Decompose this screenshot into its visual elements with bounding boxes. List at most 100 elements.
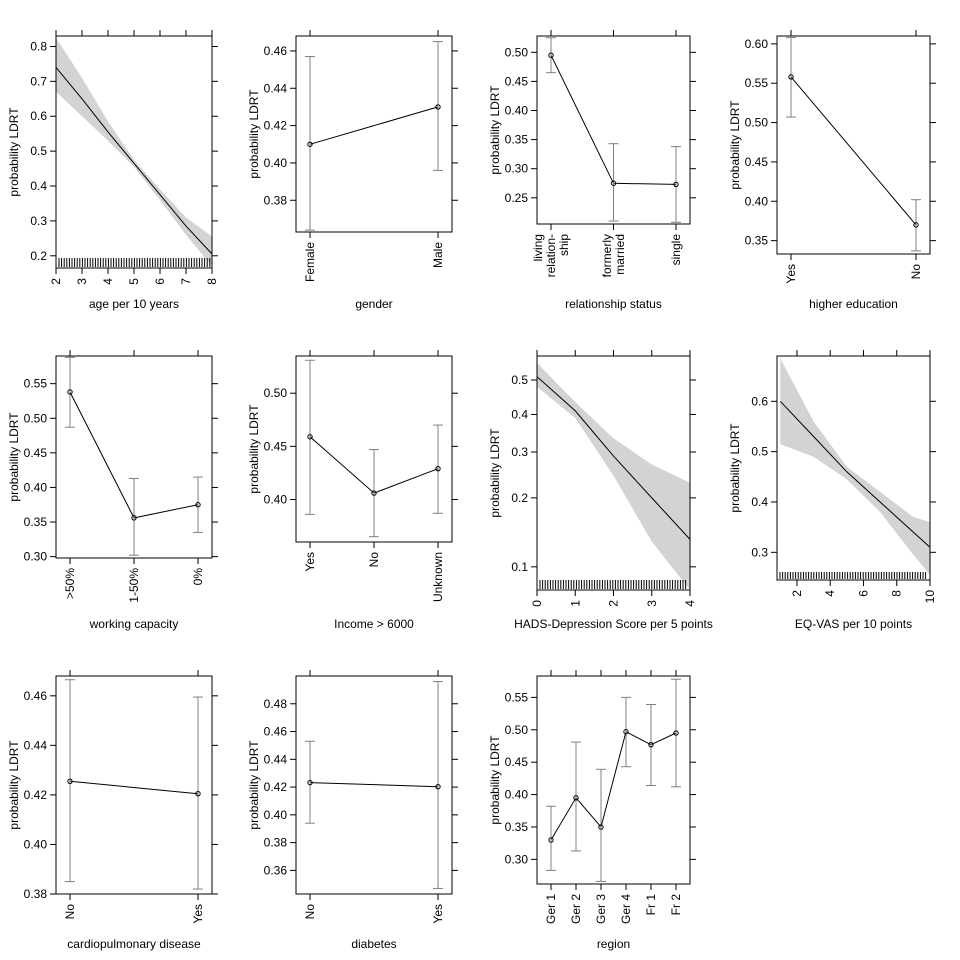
y-tick-label: 0.5	[511, 373, 528, 387]
x-tick-label: Ger 3	[594, 894, 608, 924]
y-tick-label: 0.3	[511, 445, 528, 459]
x-tick-label: 6	[153, 278, 167, 285]
panel-7: 0.1 0.2 0.3 0.4 0.5 0 1 2 3 4 probability LDRT HADS…	[488, 350, 713, 631]
y-tick-label: 0.6	[30, 109, 47, 123]
y-tick-label: 0.42	[264, 119, 288, 133]
x-tick-label: Yes	[431, 904, 445, 924]
y-tick-label: 0.36	[264, 863, 288, 877]
y-tick-label: 0.4	[751, 495, 768, 509]
data-point	[913, 222, 919, 228]
rug-marks	[58, 258, 211, 267]
y-tick-label: 0.60	[745, 37, 769, 51]
rug-marks	[779, 572, 927, 579]
y-tick-label: 0.50	[505, 45, 529, 59]
y-axis-label: probability LDRT	[488, 85, 502, 175]
x-tick-label: 0	[530, 600, 544, 607]
data-point	[648, 741, 654, 748]
fit-line	[779, 400, 931, 548]
y-tick-label: 0.35	[505, 820, 529, 834]
y-tick-label: 0.5	[751, 445, 768, 459]
y-tick-label: 0.45	[505, 755, 529, 769]
fit-line	[536, 376, 691, 540]
x-tick-label: 2	[49, 278, 63, 285]
plot-frame	[536, 675, 691, 885]
y-tick-label: 0.55	[24, 377, 48, 391]
x-tick-label: >50%	[63, 568, 77, 599]
y-tick-label: 0.38	[24, 887, 48, 901]
x-tick-label: 8	[890, 590, 904, 597]
panel-4: 0.35 0.40 0.45 0.50 0.55 0.60 Yes No probability…	[728, 30, 936, 311]
y-axis-label: probability LDRT	[247, 89, 261, 179]
data-point	[67, 389, 73, 395]
confidence-band	[56, 37, 212, 267]
y-tick-label: 0.45	[505, 74, 529, 88]
y-tick-label: 0.50	[745, 116, 769, 130]
x-axis-label: EQ-VAS per 10 points	[795, 617, 912, 631]
y-tick-label: 0.40	[505, 104, 529, 118]
y-axis-label: probability LDRT	[247, 740, 261, 830]
x-tick-label: Male	[431, 242, 445, 268]
y-tick-label: 0.55	[745, 76, 769, 90]
data-point	[623, 729, 629, 735]
panel-10: 0.36 0.38 0.40 0.42 0.44 0.46 0.48 No Yes probabi…	[247, 670, 458, 951]
x-tick-label: Fr 2	[669, 894, 683, 916]
y-tick-label: 0.3	[751, 545, 768, 559]
y-axis-label: probability LDRT	[247, 404, 261, 494]
x-tick-label: Female	[303, 242, 317, 282]
data-point	[131, 515, 137, 521]
x-tick-label: 6	[856, 590, 870, 597]
x-tick-label: Yes	[784, 264, 798, 284]
y-axis-label: probability LDRT	[7, 740, 21, 830]
x-tick-label: 3	[645, 600, 659, 607]
y-tick-label: 0.46	[264, 44, 288, 58]
y-tick-label: 0.44	[264, 81, 288, 95]
panel-2: 0.38 0.40 0.42 0.44 0.46 Female Male probabilit…	[247, 30, 458, 311]
series-line	[309, 782, 439, 788]
y-axis-label: probability LDRT	[488, 735, 502, 825]
x-axis-label: cardiopulmonary disease	[67, 937, 201, 951]
y-tick-label: 0.40	[264, 808, 288, 822]
panel-11: 0.30 0.35 0.40 0.45 0.50 0.55 Ger 1 Ger 2 Ger 3 G…	[488, 670, 696, 951]
data-point	[67, 778, 73, 784]
panel-8: 0.3 0.4 0.5 0.6 2 4 6 8 10 probability LDRT EQ-VAS…	[728, 350, 937, 631]
fit-line	[55, 67, 213, 255]
x-axis-label: higher education	[809, 297, 898, 311]
y-tick-label: 0.4	[30, 179, 47, 193]
x-tick-label: Ger 2	[569, 894, 583, 924]
x-tick-label: ship	[557, 234, 571, 256]
y-tick-label: 0.50	[505, 723, 529, 737]
y-tick-label: 0.42	[264, 780, 288, 794]
x-tick-label: No	[909, 264, 923, 280]
x-tick-label: Ger 4	[619, 894, 633, 924]
x-tick-label: 1	[568, 600, 582, 607]
confidence-band	[537, 362, 690, 590]
x-tick-label: Unknown	[431, 552, 445, 602]
x-tick-label: 4	[823, 590, 837, 597]
x-tick-label: 10	[923, 590, 937, 604]
data-point	[573, 795, 579, 801]
x-tick-label: relation-	[544, 234, 558, 277]
x-axis-label: diabetes	[351, 937, 396, 951]
y-tick-label: 0.4	[511, 407, 528, 421]
x-tick-label: Yes	[191, 904, 205, 924]
x-axis-label: region	[597, 937, 630, 951]
y-axis-label: probability LDRT	[7, 412, 21, 502]
confidence-band	[780, 358, 930, 575]
y-tick-label: 0.40	[264, 156, 288, 170]
data-point	[307, 141, 313, 147]
x-tick-label: Yes	[303, 552, 317, 572]
y-axis-label: probability LDRT	[488, 428, 502, 518]
series-line	[69, 780, 199, 795]
data-point	[673, 181, 679, 188]
x-tick-label: 8	[205, 278, 219, 285]
x-axis-label: HADS-Depression Score per 5 points	[514, 617, 713, 631]
y-tick-label: 0.35	[505, 133, 529, 147]
y-tick-label: 0.2	[511, 491, 528, 505]
x-tick-label: 1-50%	[127, 568, 141, 603]
x-tick-label: 3	[75, 278, 89, 285]
y-tick-label: 0.3	[30, 214, 47, 228]
y-tick-label: 0.45	[264, 439, 288, 453]
y-tick-label: 0.7	[30, 74, 47, 88]
y-tick-label: 0.40	[264, 492, 288, 506]
y-tick-label: 0.1	[511, 560, 528, 574]
